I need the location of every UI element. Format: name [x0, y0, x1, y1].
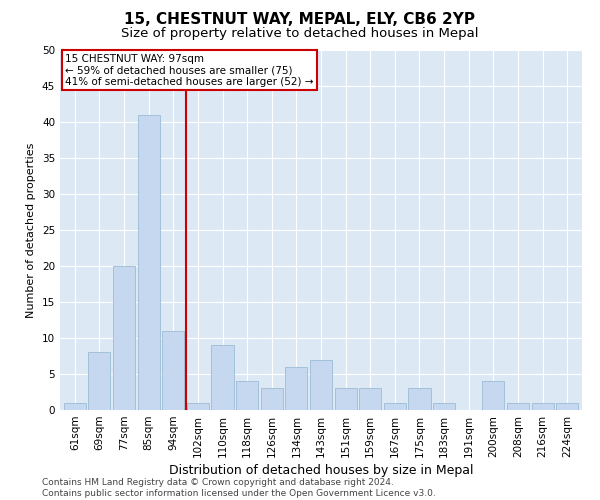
Bar	[260, 388, 283, 410]
Bar	[335, 388, 357, 410]
Text: Size of property relative to detached houses in Mepal: Size of property relative to detached ho…	[121, 28, 479, 40]
Bar	[384, 403, 406, 410]
Y-axis label: Number of detached properties: Number of detached properties	[26, 142, 37, 318]
Bar	[211, 345, 233, 410]
Bar	[359, 388, 382, 410]
Bar	[556, 403, 578, 410]
Bar	[409, 388, 431, 410]
X-axis label: Distribution of detached houses by size in Mepal: Distribution of detached houses by size …	[169, 464, 473, 477]
Bar	[482, 381, 505, 410]
Bar	[507, 403, 529, 410]
Bar	[187, 403, 209, 410]
Bar	[433, 403, 455, 410]
Text: Contains HM Land Registry data © Crown copyright and database right 2024.
Contai: Contains HM Land Registry data © Crown c…	[42, 478, 436, 498]
Bar	[532, 403, 554, 410]
Bar	[113, 266, 135, 410]
Bar	[88, 352, 110, 410]
Text: 15 CHESTNUT WAY: 97sqm
← 59% of detached houses are smaller (75)
41% of semi-det: 15 CHESTNUT WAY: 97sqm ← 59% of detached…	[65, 54, 314, 87]
Bar	[310, 360, 332, 410]
Text: 15, CHESTNUT WAY, MEPAL, ELY, CB6 2YP: 15, CHESTNUT WAY, MEPAL, ELY, CB6 2YP	[125, 12, 476, 28]
Bar	[162, 331, 184, 410]
Bar	[137, 115, 160, 410]
Bar	[285, 367, 307, 410]
Bar	[64, 403, 86, 410]
Bar	[236, 381, 258, 410]
